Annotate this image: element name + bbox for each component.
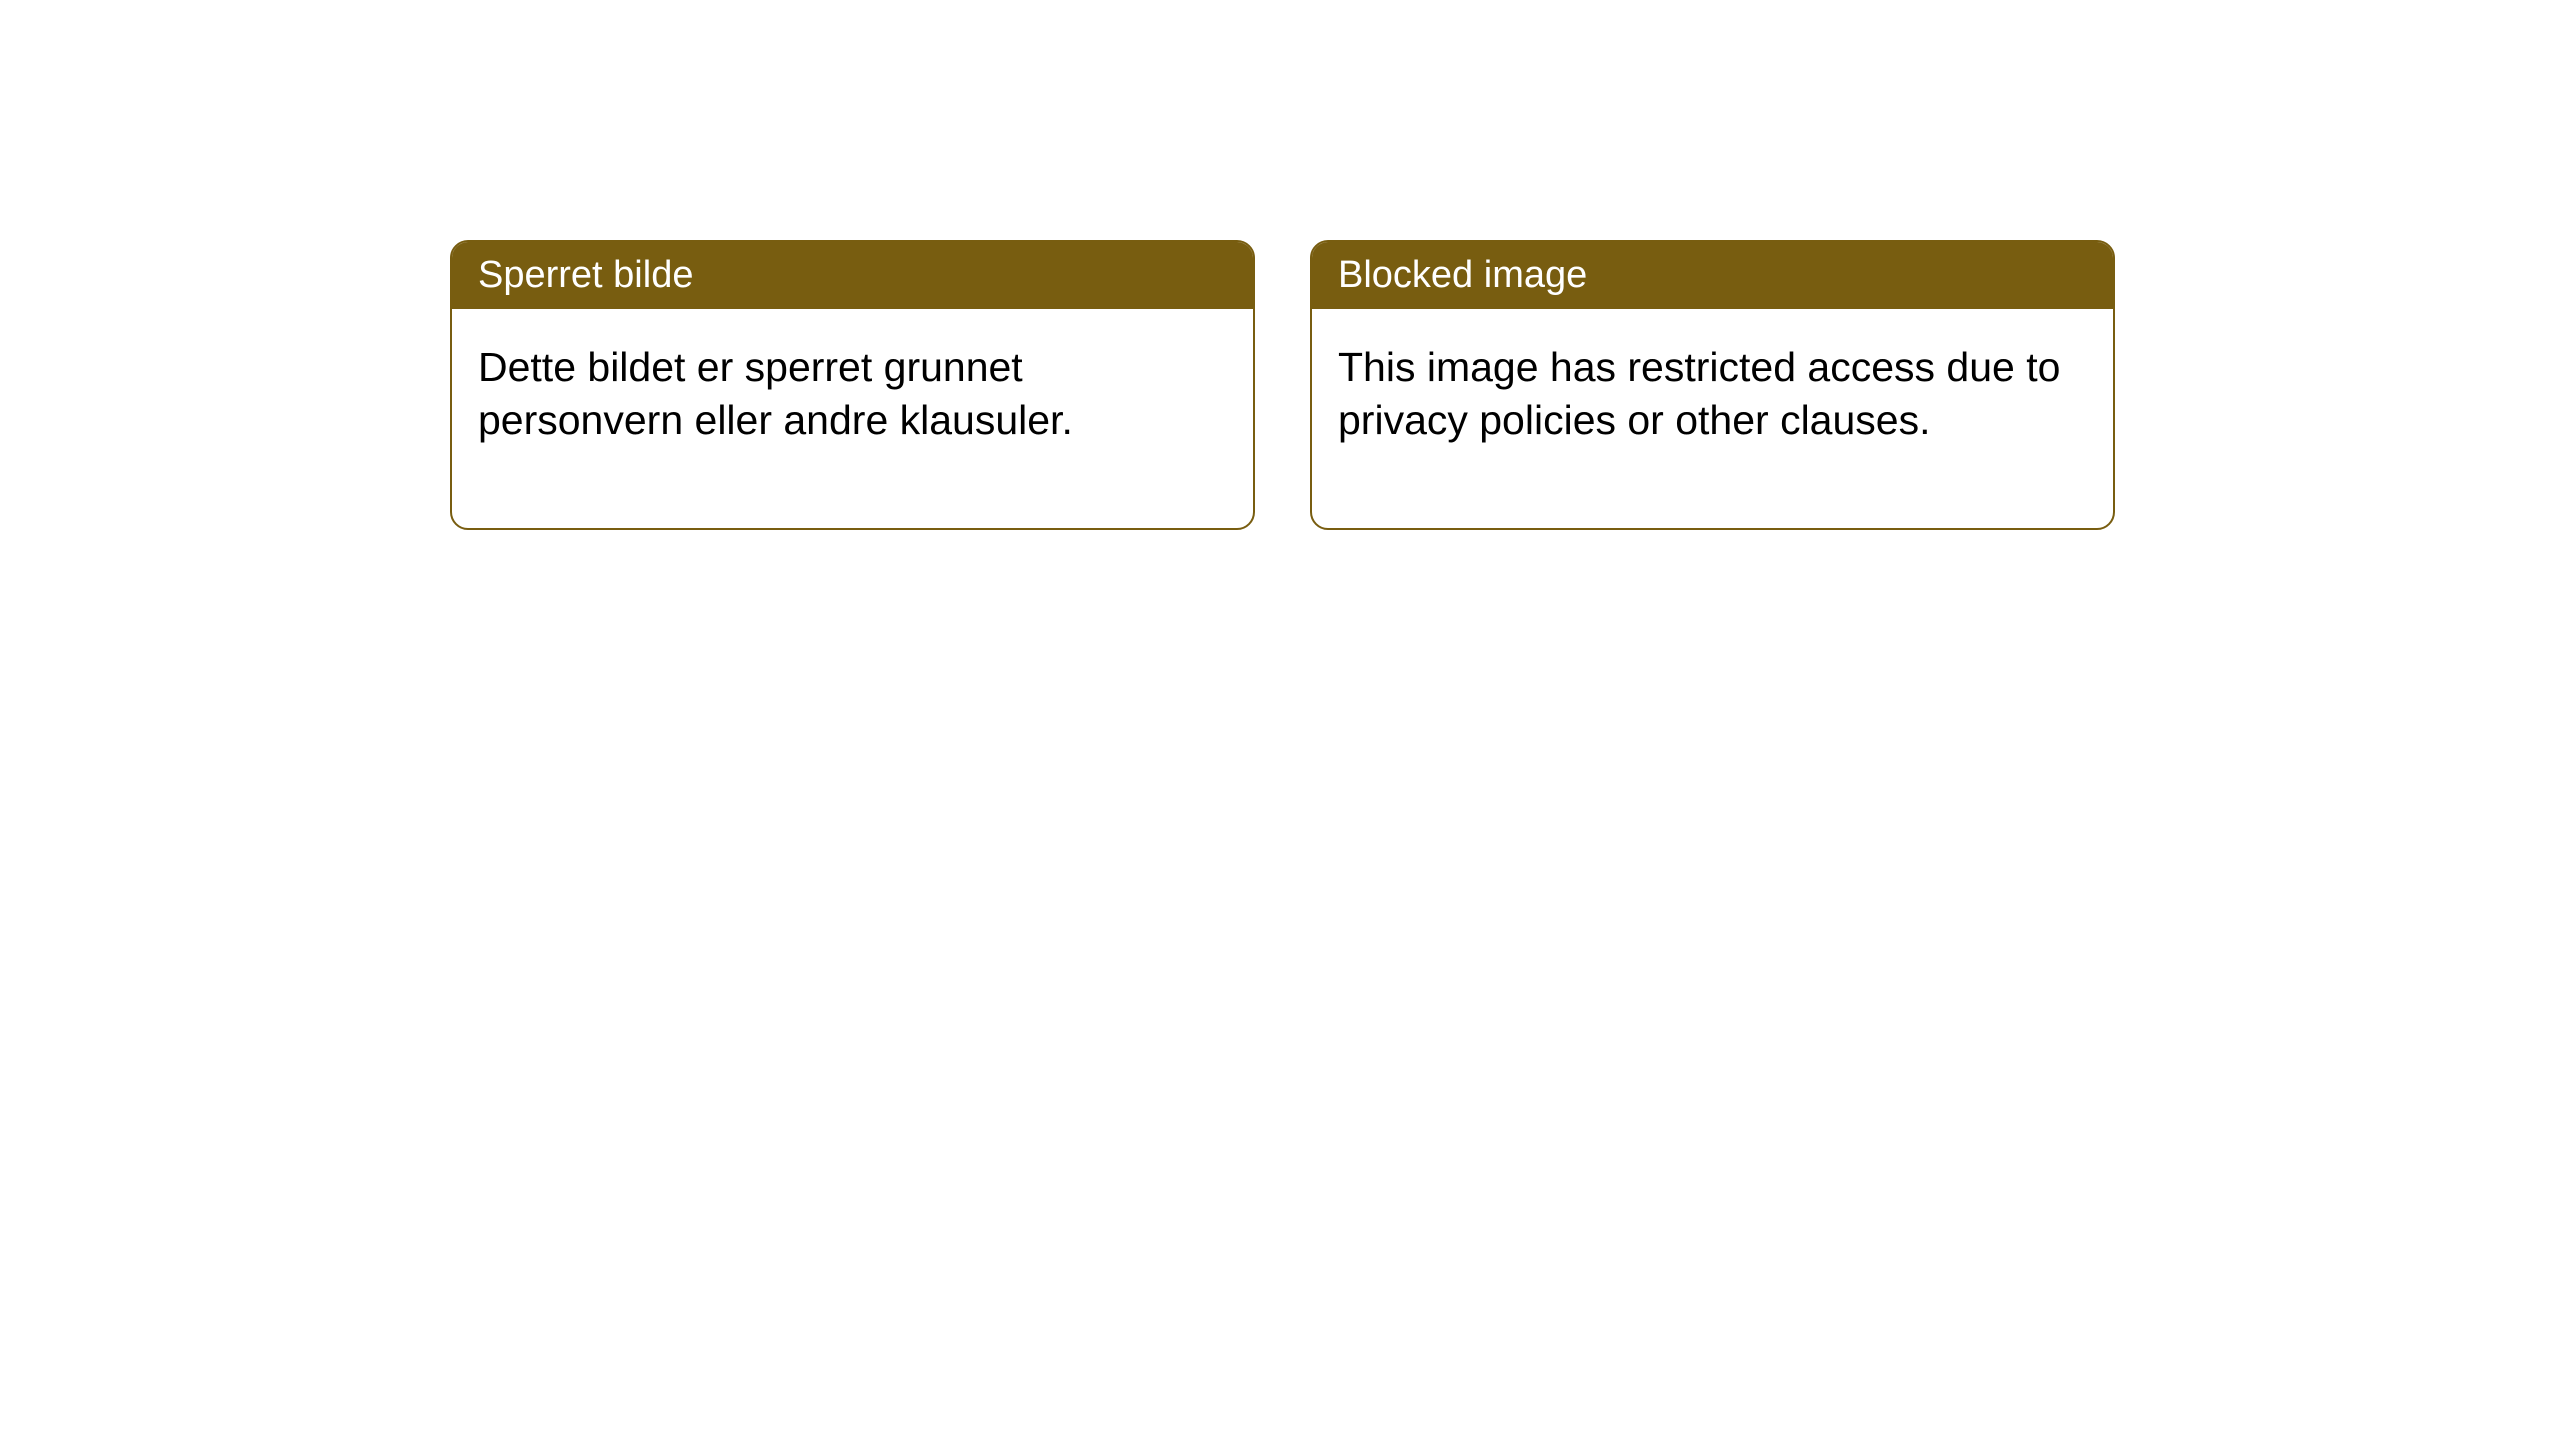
message-title: Sperret bilde [478,254,693,296]
message-container: Sperret bilde Dette bildet er sperret gr… [0,0,2560,530]
message-text: Dette bildet er sperret grunnet personve… [478,344,1073,443]
message-body: Dette bildet er sperret grunnet personve… [452,309,1253,528]
message-body: This image has restricted access due to … [1312,309,2113,528]
message-text: This image has restricted access due to … [1338,344,2060,443]
message-box-english: Blocked image This image has restricted … [1310,240,2115,530]
message-box-norwegian: Sperret bilde Dette bildet er sperret gr… [450,240,1255,530]
message-header: Blocked image [1312,242,2113,309]
message-title: Blocked image [1338,254,1587,296]
message-header: Sperret bilde [452,242,1253,309]
